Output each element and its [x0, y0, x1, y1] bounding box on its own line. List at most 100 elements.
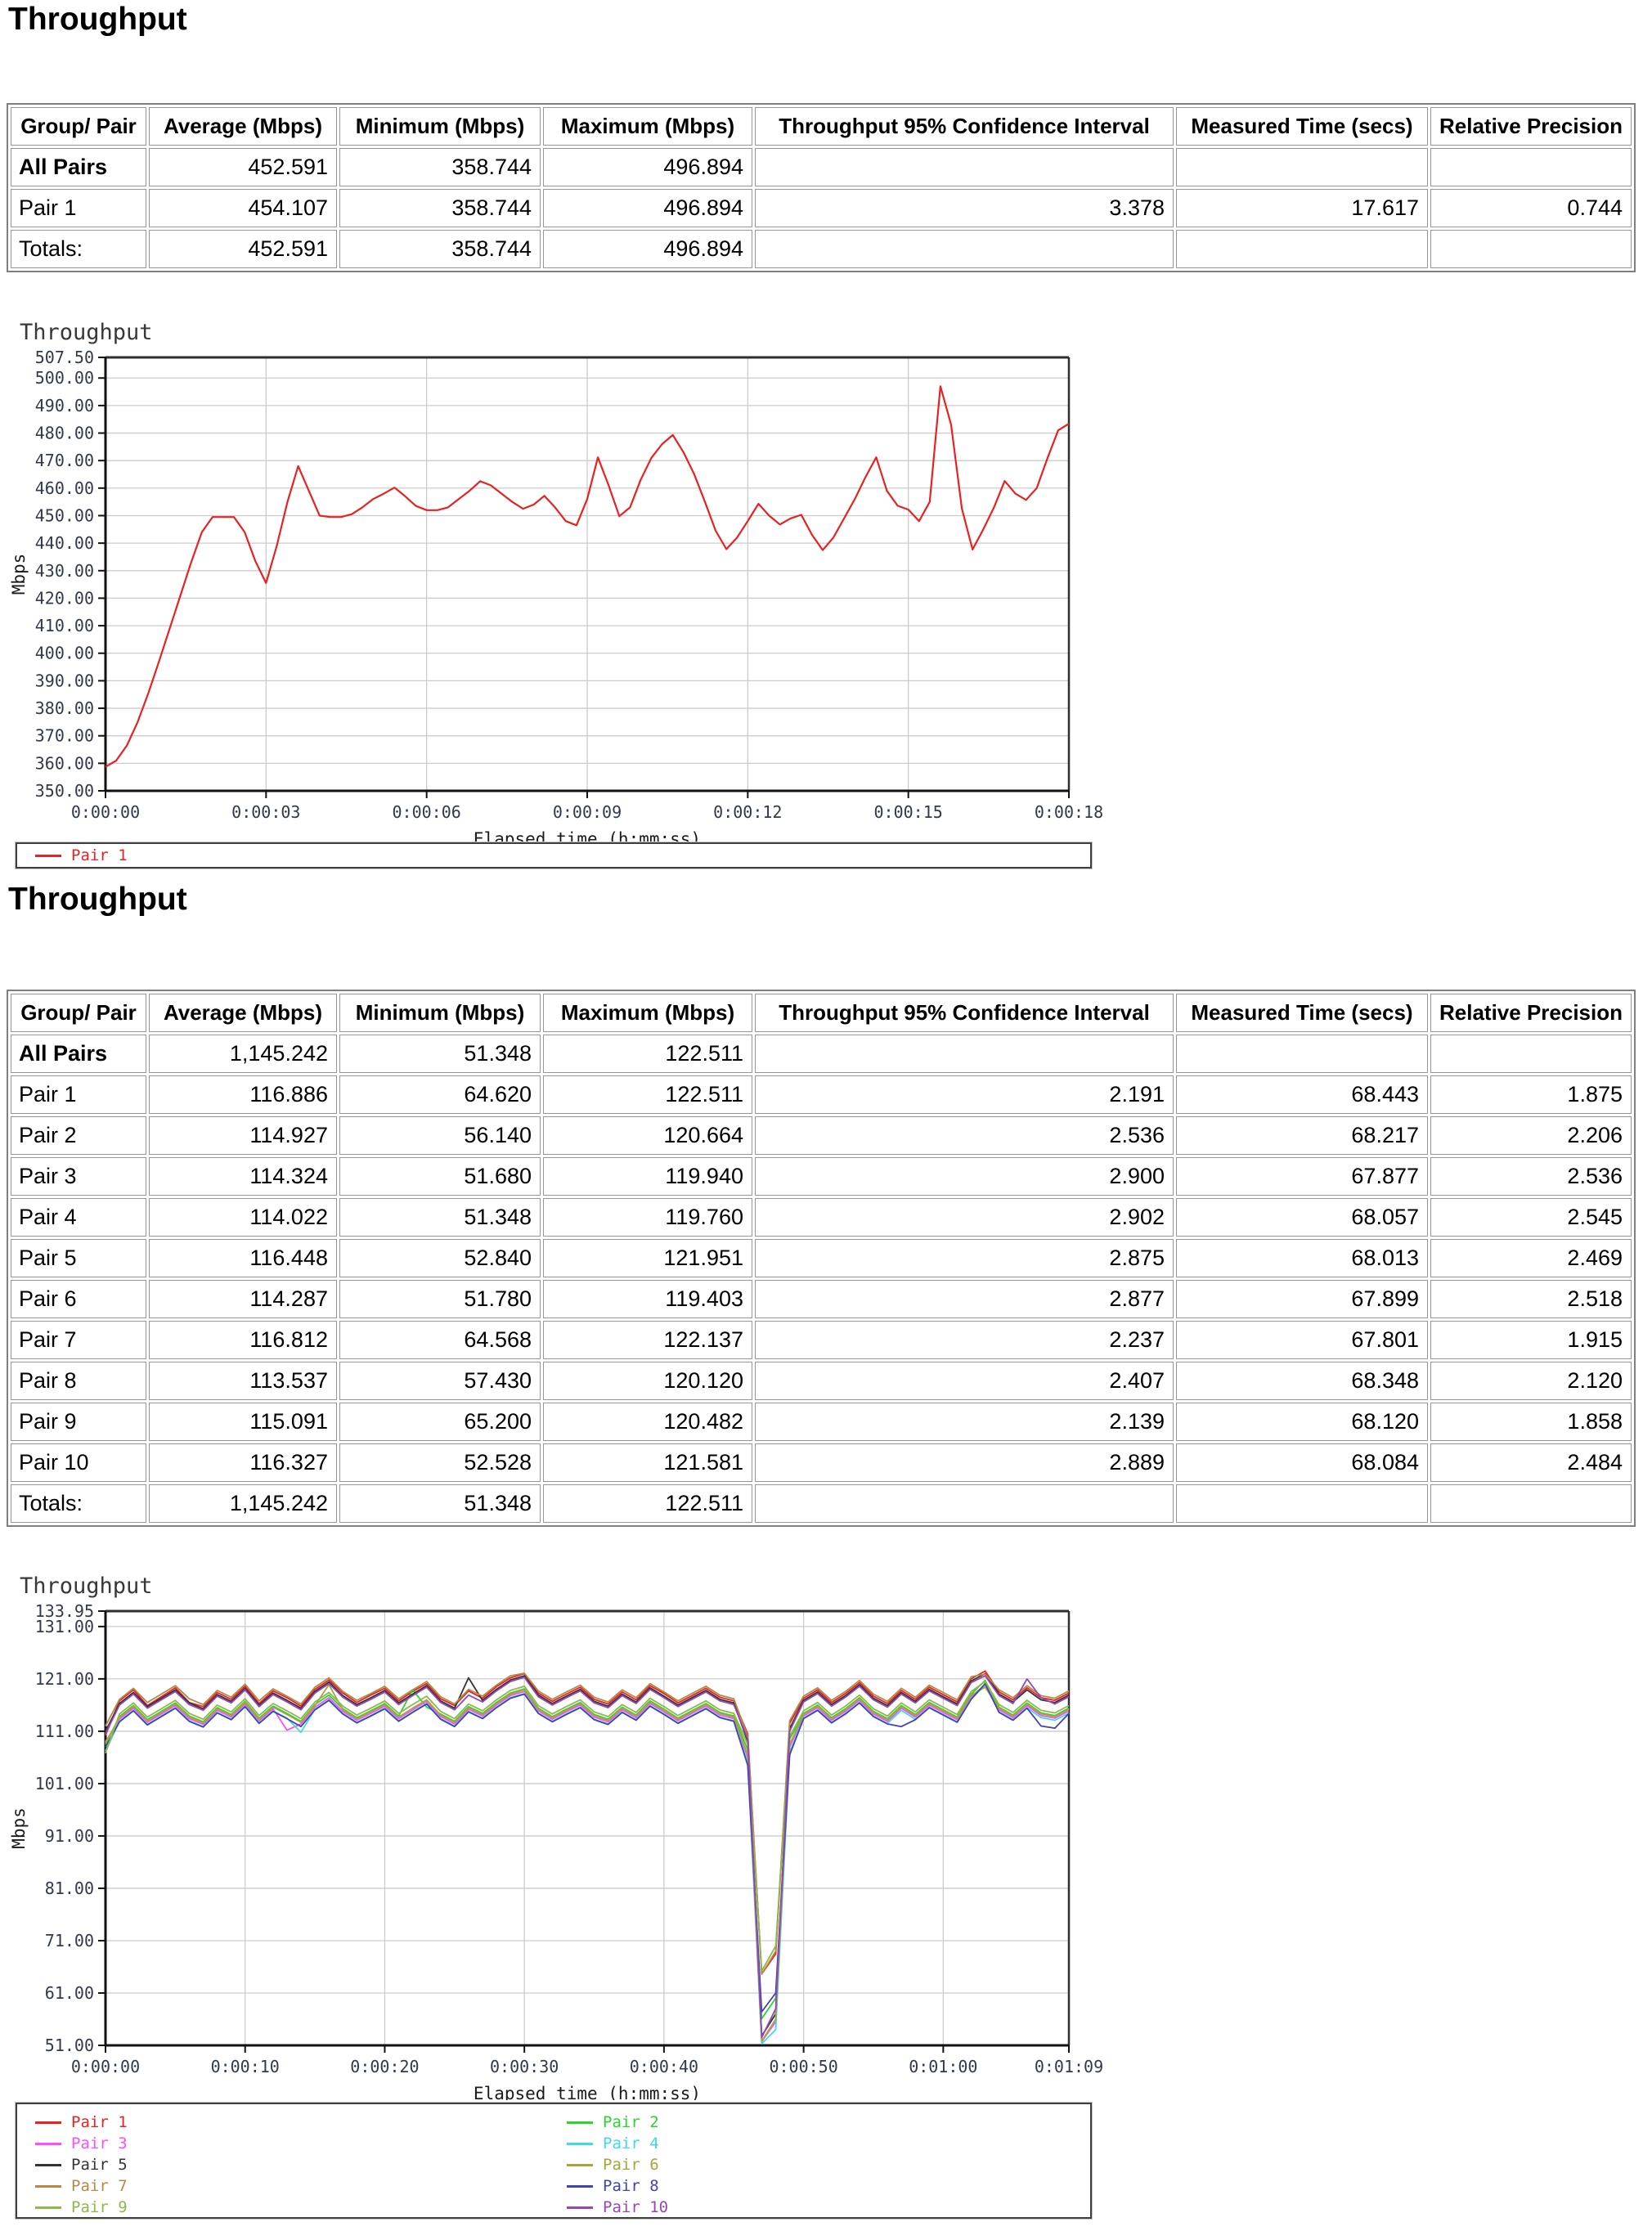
- cell-value: 68.084: [1176, 1443, 1428, 1482]
- legend-label: Pair 6: [603, 2156, 659, 2174]
- y-tick-label: 350.00: [35, 781, 94, 801]
- legend-color-line-icon: [567, 2121, 593, 2124]
- table-row: Pair 8 113.537 57.430 120.120 2.407 68.348 2.1…: [11, 1362, 1632, 1400]
- x-tick-label: 0:00:03: [231, 802, 300, 822]
- cell-value: 3.378: [755, 189, 1174, 227]
- cell-value: 68.057: [1176, 1198, 1428, 1237]
- column-header: Maximum (Mbps): [543, 994, 752, 1032]
- y-tick-label: 480.00: [35, 424, 94, 443]
- row-label: Pair 9: [11, 1403, 146, 1441]
- y-tick-label: 400.00: [35, 644, 94, 663]
- table-row: Pair 7 116.812 64.568 122.137 2.237 67.801 1.9…: [11, 1321, 1632, 1359]
- column-header: Minimum (Mbps): [339, 107, 541, 146]
- cell-value: 1.915: [1430, 1321, 1632, 1359]
- table-row: All Pairs 452.591 358.744 496.894: [11, 148, 1632, 186]
- cell-value: 67.899: [1176, 1280, 1428, 1318]
- table-row: All Pairs 1,145.242 51.348 122.511: [11, 1035, 1632, 1073]
- chart-legend-2: Pair 1 Pair 2 Pair 3 Pair 4 Pair 5 Pair 6 Pair…: [16, 2103, 1092, 2219]
- column-header: Throughput 95% Confidence Interval: [755, 994, 1174, 1032]
- cell-value: 121.581: [543, 1443, 752, 1482]
- legend-label: Pair 3: [71, 2134, 128, 2152]
- y-tick-label: 121.00: [35, 1669, 94, 1689]
- row-label: Pair 4: [11, 1198, 146, 1237]
- cell-value: 116.812: [149, 1321, 337, 1359]
- series-pair-10: [105, 1675, 1070, 2039]
- cell-value: 68.120: [1176, 1403, 1428, 1441]
- column-header: Relative Precision: [1430, 107, 1632, 146]
- y-tick-label: 500.00: [35, 368, 94, 388]
- series-pair-7: [105, 1672, 1070, 1975]
- table-row: Pair 10 116.327 52.528 121.581 2.889 68.084 2.…: [11, 1443, 1632, 1482]
- cell-value: 52.528: [339, 1443, 541, 1482]
- cell-value: 2.139: [755, 1403, 1174, 1441]
- y-axis-label: Mbps: [9, 554, 29, 595]
- cell-value: 64.568: [339, 1321, 541, 1359]
- column-header: Throughput 95% Confidence Interval: [755, 107, 1174, 146]
- cell-value: 114.324: [149, 1157, 337, 1196]
- page-title: Throughput: [8, 2, 187, 37]
- column-header: Average (Mbps): [149, 107, 337, 146]
- chart-title: Throughput: [20, 1573, 153, 1599]
- legend-label: Pair 5: [71, 2156, 128, 2174]
- cell-value: 120.482: [543, 1403, 752, 1441]
- legend-entry: Pair 9: [35, 2197, 567, 2218]
- row-label: Pair 1: [11, 189, 146, 227]
- legend-entry: Pair 4: [567, 2134, 1090, 2154]
- x-axis-label: Elapsed time (h:mm:ss): [474, 2084, 701, 2100]
- cell-value: [755, 230, 1174, 268]
- column-header: Average (Mbps): [149, 994, 337, 1032]
- cell-value: 358.744: [339, 230, 541, 268]
- cell-value: 2.120: [1430, 1362, 1632, 1400]
- series-pair-8: [105, 1682, 1070, 2013]
- table-row: Pair 1 116.886 64.620 122.511 2.191 68.443 1.8…: [11, 1075, 1632, 1114]
- legend-color-line-icon: [567, 2143, 593, 2145]
- series-pair-2: [105, 1679, 1070, 2020]
- legend-color-line-icon: [35, 2185, 61, 2188]
- row-label: Pair 7: [11, 1321, 146, 1359]
- cell-value: [1430, 1484, 1632, 1523]
- cell-value: 452.591: [149, 148, 337, 186]
- cell-value: 122.511: [543, 1035, 752, 1073]
- y-tick-label: 91.00: [45, 1826, 94, 1846]
- cell-value: 2.902: [755, 1198, 1174, 1237]
- cell-value: [755, 1035, 1174, 1073]
- cell-value: 2.484: [1430, 1443, 1632, 1482]
- table-header-row: Group/ Pair Average (Mbps) Minimum (Mbps) M…: [11, 994, 1632, 1032]
- cell-value: 2.206: [1430, 1116, 1632, 1155]
- y-tick-label: 71.00: [45, 1931, 94, 1950]
- chart-legend-1: Pair 1: [16, 842, 1092, 869]
- row-label: Pair 10: [11, 1443, 146, 1482]
- y-axis-label: Mbps: [9, 1807, 29, 1849]
- cell-value: 1,145.242: [149, 1484, 337, 1523]
- row-label: Pair 6: [11, 1280, 146, 1318]
- cell-value: 67.877: [1176, 1157, 1428, 1196]
- legend-entry: Pair 5: [35, 2155, 567, 2175]
- x-tick-label: 0:00:06: [393, 802, 461, 822]
- cell-value: 68.443: [1176, 1075, 1428, 1114]
- column-header: Group/ Pair: [11, 107, 146, 146]
- legend-label: Pair 9: [71, 2198, 128, 2216]
- cell-value: 113.537: [149, 1362, 337, 1400]
- series-pair-9: [105, 1681, 1070, 1973]
- cell-value: 0.744: [1430, 189, 1632, 227]
- table-row: Pair 5 116.448 52.840 121.951 2.875 68.013 2.4…: [11, 1239, 1632, 1277]
- y-tick-label: 410.00: [35, 616, 94, 635]
- y-tick-label: 370.00: [35, 726, 94, 746]
- y-tick-label: 470.00: [35, 451, 94, 470]
- y-tick-label: 101.00: [35, 1774, 94, 1793]
- x-tick-label: 0:00:30: [490, 2057, 559, 2076]
- y-tick-label: 111.00: [35, 1722, 94, 1741]
- cell-value: 121.951: [543, 1239, 752, 1277]
- cell-value: 68.217: [1176, 1116, 1428, 1155]
- cell-value: 454.107: [149, 189, 337, 227]
- cell-value: 119.760: [543, 1198, 752, 1237]
- cell-value: 68.013: [1176, 1239, 1428, 1277]
- chart-title: Throughput: [20, 320, 153, 345]
- cell-value: 452.591: [149, 230, 337, 268]
- cell-value: 2.900: [755, 1157, 1174, 1196]
- cell-value: 115.091: [149, 1403, 337, 1441]
- row-label: All Pairs: [11, 1035, 146, 1073]
- legend-label: Pair 7: [71, 2177, 128, 2195]
- x-tick-label: 0:00:50: [769, 2057, 837, 2076]
- series-pair-5: [105, 1672, 1070, 2037]
